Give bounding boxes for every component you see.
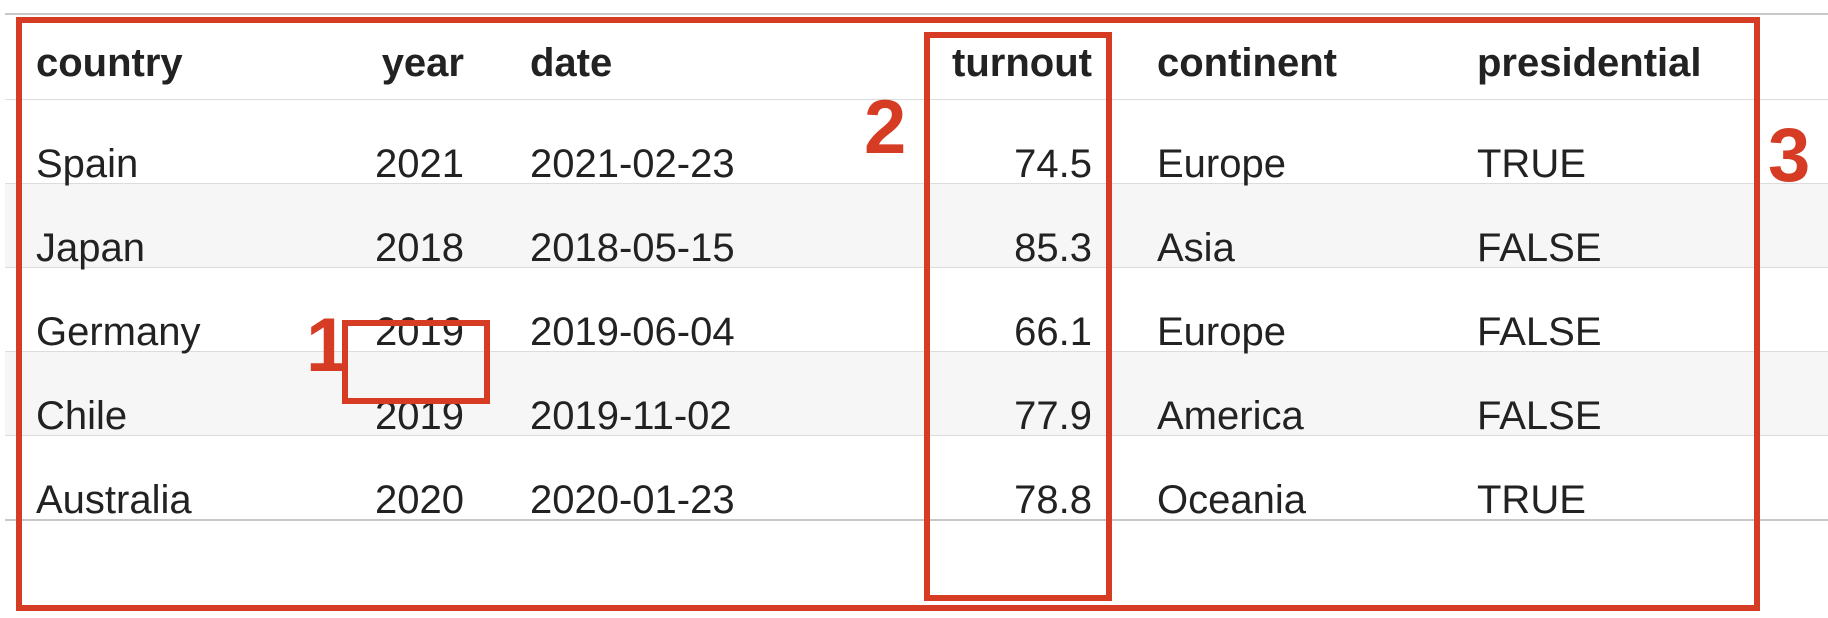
cell-date: 2021-02-23 xyxy=(530,142,735,186)
row-stripe xyxy=(5,184,1828,268)
cell-date: 2019-11-02 xyxy=(530,394,732,438)
cell-turnout: 85.3 xyxy=(1014,226,1092,270)
annotation-box-2-turnout-column xyxy=(924,32,1112,601)
cell-presidential: TRUE xyxy=(1477,142,1586,186)
cell-continent: Europe xyxy=(1157,310,1286,354)
cell-country: Australia xyxy=(36,478,192,522)
annotation-box-3-whole-table xyxy=(16,17,1760,611)
cell-turnout: 77.9 xyxy=(1014,394,1092,438)
annotation-box-1-single-cell xyxy=(342,320,490,404)
annotation-label-2: 2 xyxy=(864,85,907,170)
row-divider xyxy=(5,99,1828,100)
cell-date: 2018-05-15 xyxy=(530,226,735,270)
cell-presidential: FALSE xyxy=(1477,394,1602,438)
cell-turnout: 78.8 xyxy=(1014,478,1092,522)
row-stripe xyxy=(5,352,1828,436)
annotation-label-3: 3 xyxy=(1768,113,1811,198)
cell-presidential: FALSE xyxy=(1477,310,1602,354)
table-bottom-rule xyxy=(5,519,1828,521)
annotation-label-1: 1 xyxy=(306,303,349,388)
cell-continent: Europe xyxy=(1157,142,1286,186)
table-top-rule xyxy=(5,13,1828,15)
cell-country: Spain xyxy=(36,142,139,186)
cell-year: 2019 xyxy=(375,310,464,354)
cell-turnout: 74.5 xyxy=(1014,142,1092,186)
row-divider xyxy=(5,183,1828,184)
cell-date: 2020-01-23 xyxy=(530,478,735,522)
cell-continent: Asia xyxy=(1157,226,1235,270)
cell-country: Chile xyxy=(36,394,128,438)
header-date: date xyxy=(530,41,613,85)
cell-presidential: FALSE xyxy=(1477,226,1602,270)
cell-country: Germany xyxy=(36,310,201,354)
cell-year: 2021 xyxy=(375,142,464,186)
row-divider xyxy=(5,351,1828,352)
row-divider xyxy=(5,267,1828,268)
header-turnout: turnout xyxy=(952,41,1092,85)
header-country: country xyxy=(36,41,183,85)
cell-continent: Oceania xyxy=(1157,478,1306,522)
row-divider xyxy=(5,435,1828,436)
cell-date: 2019-06-04 xyxy=(530,310,735,354)
cell-year: 2020 xyxy=(375,478,464,522)
cell-continent: America xyxy=(1157,394,1304,438)
cell-country: Japan xyxy=(36,226,145,270)
cell-year: 2018 xyxy=(375,226,464,270)
header-year: year xyxy=(381,41,464,85)
header-presidential: presidential xyxy=(1477,41,1702,85)
cell-presidential: TRUE xyxy=(1477,478,1586,522)
cell-turnout: 66.1 xyxy=(1014,310,1092,354)
header-continent: continent xyxy=(1157,41,1337,85)
